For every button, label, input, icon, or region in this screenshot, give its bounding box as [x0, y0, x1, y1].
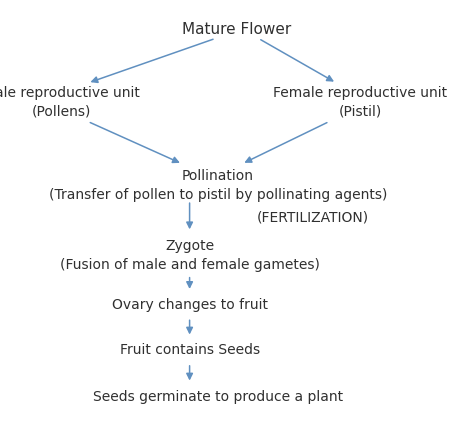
Text: Ovary changes to fruit: Ovary changes to fruit: [111, 298, 268, 311]
Text: Mature Flower: Mature Flower: [182, 22, 292, 37]
Text: Seeds germinate to produce a plant: Seeds germinate to produce a plant: [93, 390, 343, 404]
Text: Pollination
(Transfer of pollen to pistil by pollinating agents): Pollination (Transfer of pollen to pisti…: [49, 169, 387, 201]
Text: Zygote
(Fusion of male and female gametes): Zygote (Fusion of male and female gamete…: [60, 239, 319, 272]
Text: Fruit contains Seeds: Fruit contains Seeds: [119, 343, 260, 357]
Text: Female reproductive unit
(Pistil): Female reproductive unit (Pistil): [273, 86, 447, 118]
Text: Male reproductive unit
(Pollens): Male reproductive unit (Pollens): [0, 86, 140, 118]
Text: (FERTILIZATION): (FERTILIZATION): [257, 210, 369, 224]
